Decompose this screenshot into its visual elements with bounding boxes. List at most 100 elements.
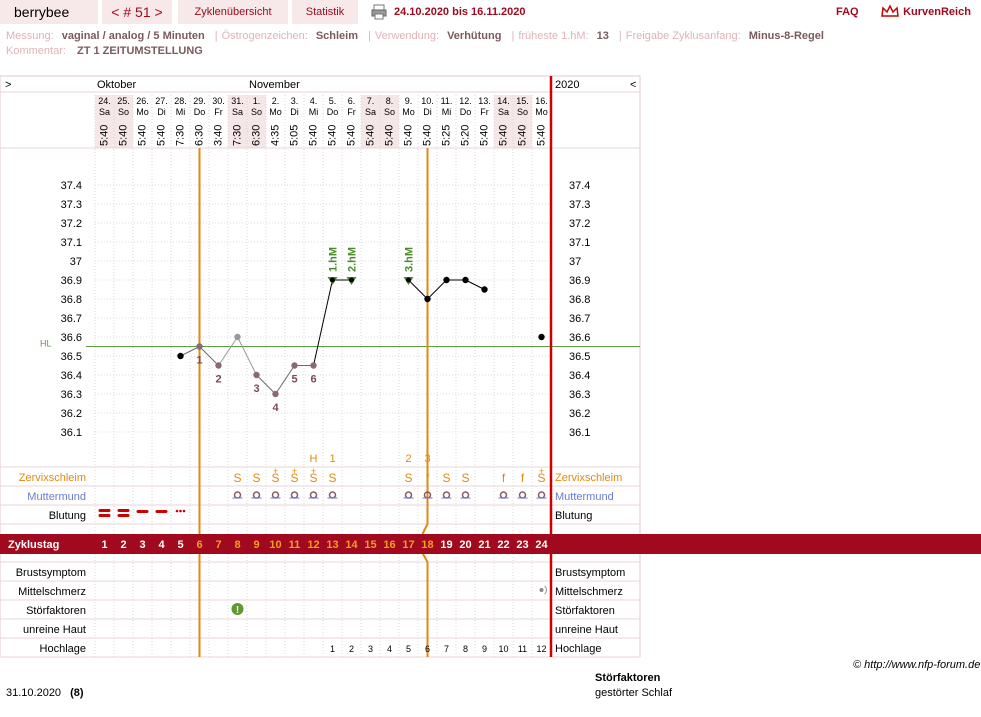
temp-line-segment [180,346,200,357]
day-weekday: Di [423,107,432,117]
temp-line-segment [408,279,428,300]
y-tick-label-left: 36.1 [61,427,82,439]
temp-point[interactable] [196,343,203,350]
temp-point[interactable] [310,362,317,369]
cycle-day-number: 2 [120,539,126,551]
high-phase-count: 2 [349,644,354,654]
row-label-left: Brustsymptom [16,567,86,579]
info-value: Schleim [315,30,358,42]
y-tick-label-right: 36.2 [569,408,590,420]
measure-time: 3:40 [213,125,225,146]
temp-point[interactable] [177,352,184,360]
temp-point[interactable] [291,362,298,369]
day-date: 7. [367,96,375,106]
crown-icon [881,4,899,17]
day-date: 25. [117,96,130,106]
row-label-left: Mittelschmerz [18,586,86,598]
nav-next-arrow: < [630,79,636,91]
temp-point[interactable] [481,286,488,293]
temp-point[interactable] [330,277,335,283]
day-date: 24. [98,96,111,106]
cycle-navigator[interactable]: < # 51 > [102,0,172,24]
day-weekday: Fr [347,107,356,117]
day-weekday: Mi [442,107,452,117]
y-tick-label-right: 36.9 [569,275,590,287]
temp-point[interactable] [538,333,545,341]
weekend-column-bg [513,95,532,148]
day-weekday: Mo [269,107,282,117]
tab-statistics[interactable]: Statistik [292,0,358,24]
date-range: 24.10.2020 bis 16.11.2020 [394,6,526,18]
temp-point[interactable] [406,277,411,283]
chart-frame [0,75,641,658]
cervix-symbol [442,491,451,499]
temp-point[interactable] [349,277,354,283]
cycle-day-number: 16 [383,539,395,551]
faq-link[interactable]: FAQ [836,6,859,18]
day-weekday: Fr [214,107,223,117]
month-label: November [249,79,300,91]
mucus-plus: + [311,466,316,476]
temp-point[interactable] [234,333,241,341]
mucus-peak-mark: 2 [405,453,411,465]
info-label: früheste 1.hM: [518,30,589,42]
day-date: 9. [405,96,413,106]
app-name[interactable]: berrybee [0,0,98,24]
measure-time: 5:40 [403,125,415,146]
day-date: 14. [497,96,510,106]
year-label: 2020 [555,79,579,91]
row-label-left: Hochlage [40,643,86,655]
disturb-factor-icon[interactable] [231,603,244,615]
spotting-dot [182,509,186,513]
day-weekday: So [118,107,129,117]
measure-time: 5:20 [460,125,472,146]
row-label-right: Mittelschmerz [555,586,623,598]
day-weekday: Do [460,107,472,117]
measure-time: 5:40 [536,125,548,146]
info-label: Östrogenzeichen: [221,30,308,42]
cycle-day-number: 8 [234,539,240,551]
y-tick-label-left: 37 [70,256,82,268]
day-date: 16. [535,96,548,106]
mucus-value: S [290,471,298,485]
temp-point[interactable] [462,276,469,284]
info-label: Messung: [6,30,54,42]
y-tick-label-right: 36.6 [569,332,590,344]
footer-date-value: 31.10.2020 [6,687,62,699]
temp-point[interactable] [424,295,431,303]
day-weekday: Di [157,107,166,117]
cycle-day-number: 7 [215,539,221,551]
y-tick-label-right: 36.5 [569,351,590,363]
temp-point[interactable] [272,390,279,398]
low-temp-label: 6 [310,374,316,386]
measure-time: 5:40 [156,125,168,146]
temp-point[interactable] [253,371,260,379]
info-label: Freigabe Zyklusanfang: [625,30,741,42]
mucus-value: S [252,471,260,485]
bleeding-mark [136,510,149,513]
high-temp-label: 1.hM [328,247,340,272]
coverline-label: HL [40,339,52,349]
row-label-left: Zervixschleim [19,472,86,484]
temp-point[interactable] [443,276,450,284]
measure-time: 5:05 [289,125,301,146]
day-weekday: So [517,107,528,117]
weekend-column-bg [228,95,247,148]
day-weekday: Sa [498,107,509,117]
kurvenreich-logo[interactable]: KurvenReich [880,0,980,24]
measure-time: 5:40 [498,125,510,146]
cycle-day-number: 1 [101,539,107,551]
cycle-day-number: 18 [421,539,433,551]
midpain-wave [544,585,547,595]
day-date: 10. [421,96,434,106]
copyright[interactable]: © http://www.nfp-forum.de [853,659,981,671]
temp-point[interactable] [215,362,222,369]
day-date: 4. [310,96,318,106]
printer-icon[interactable] [371,4,387,20]
month-label: Oktober [97,79,136,91]
row-label-left: Störfaktoren [26,605,86,617]
low-temp-label: 3 [253,383,259,395]
tab-cycle-overview[interactable]: Zyklenübersicht [178,0,288,24]
row-label-right: Störfaktoren [555,605,615,617]
